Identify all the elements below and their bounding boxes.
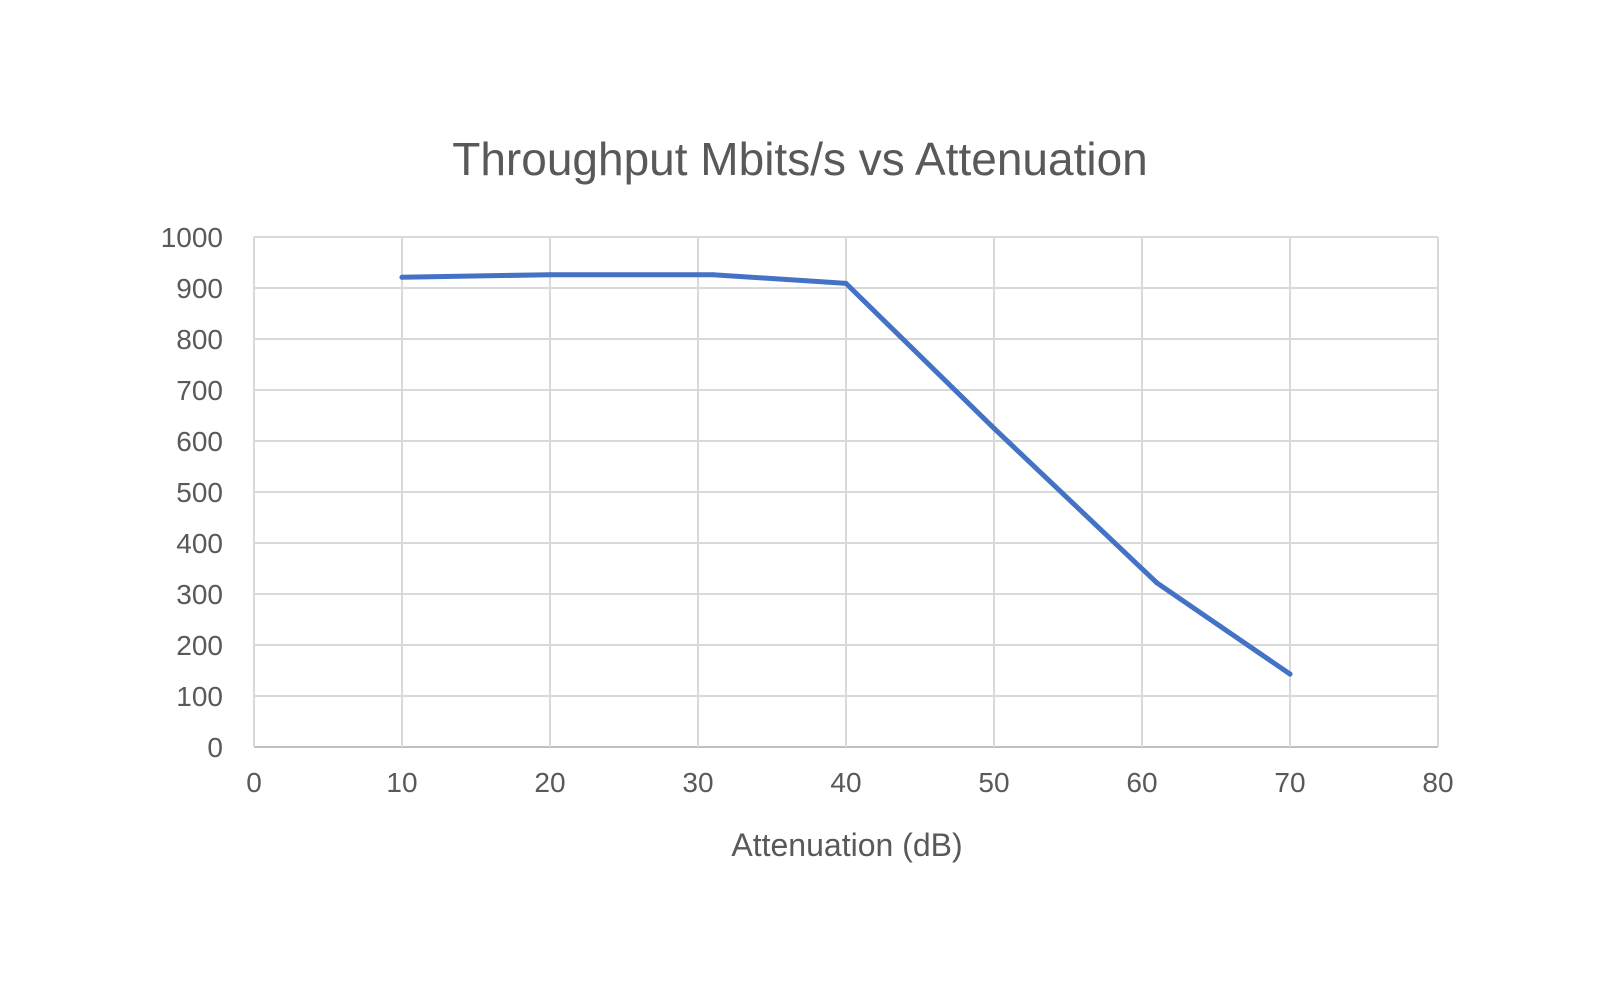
data-point [991, 425, 997, 431]
x-tick-label: 30 [682, 767, 713, 798]
data-point [547, 272, 553, 278]
data-point [843, 280, 849, 286]
data-point [399, 274, 405, 280]
gridlines [253, 236, 1439, 748]
x-tick-label: 20 [534, 767, 565, 798]
y-tick-label: 0 [207, 732, 223, 763]
y-tick-label: 700 [176, 375, 223, 406]
x-axis-title: Attenuation (dB) [731, 827, 962, 863]
x-tick-label: 80 [1422, 767, 1453, 798]
series-layer [399, 272, 1293, 677]
tick-labels: 0 100 200 300 400 500 600 700 800 900 1000 0 10 20 30 4… [161, 222, 1454, 798]
data-point [1154, 580, 1160, 586]
y-tick-label: 500 [176, 477, 223, 508]
data-point [710, 272, 716, 278]
data-point [1287, 671, 1293, 677]
y-tick-label: 400 [176, 528, 223, 559]
y-tick-label: 300 [176, 579, 223, 610]
x-tick-label: 60 [1126, 767, 1157, 798]
y-tick-label: 1000 [161, 222, 223, 253]
x-tick-label: 50 [978, 767, 1009, 798]
y-tick-label: 600 [176, 426, 223, 457]
x-tick-label: 0 [246, 767, 262, 798]
y-tick-label: 100 [176, 681, 223, 712]
x-tick-label: 40 [830, 767, 861, 798]
x-tick-label: 70 [1274, 767, 1305, 798]
x-tick-label: 10 [386, 767, 417, 798]
y-tick-label: 200 [176, 630, 223, 661]
y-tick-label: 800 [176, 324, 223, 355]
chart-title: Throughput Mbits/s vs Attenuation [452, 133, 1148, 185]
y-tick-label: 900 [176, 273, 223, 304]
